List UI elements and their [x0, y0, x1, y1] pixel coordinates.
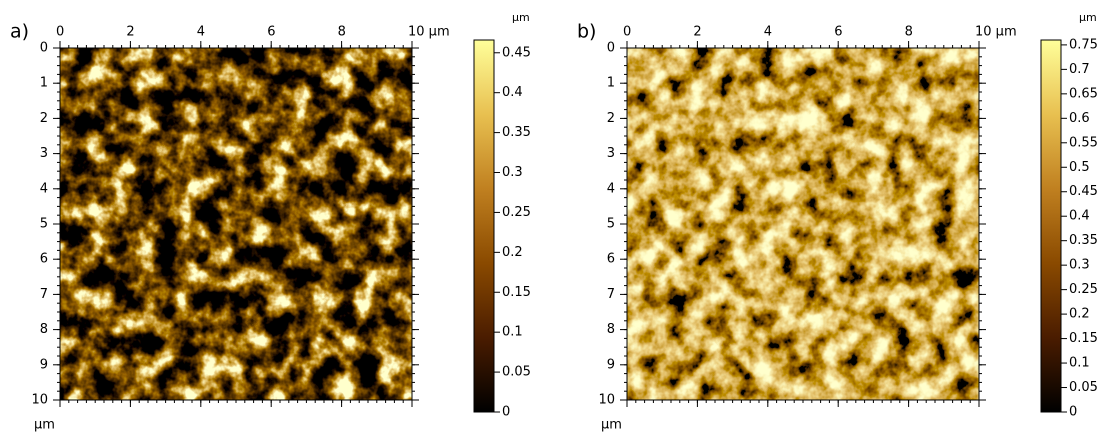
- colorbar-tick-label: 0.55: [1069, 135, 1098, 150]
- x-tick-label: 0: [56, 25, 64, 40]
- y-tick-label: 1: [607, 76, 615, 91]
- y-tick-label: 4: [40, 181, 48, 196]
- colorbar-tick-label: 0.35: [502, 125, 531, 140]
- y-unit: μm: [34, 418, 55, 433]
- x-tick-label: 10 μm: [408, 25, 450, 40]
- y-tick-label: 0: [607, 41, 615, 56]
- x-tick-label: 6: [267, 25, 275, 40]
- afm-image: [60, 48, 412, 400]
- x-tick-label: 2: [126, 25, 134, 40]
- y-tick-label: 10: [31, 393, 48, 408]
- y-tick-label: 3: [40, 146, 48, 161]
- x-tick-label: 2: [693, 25, 701, 40]
- x-tick-label: 10 μm: [975, 25, 1017, 40]
- x-tick-label: 8: [338, 25, 346, 40]
- colorbar-tick-label: 0.2: [1069, 307, 1090, 322]
- colorbar-tick-label: 0.1: [502, 325, 523, 340]
- afm-image: [627, 48, 979, 400]
- colorbar-tick-label: 0.4: [502, 85, 523, 100]
- colorbar-tick-label: 0.3: [1069, 258, 1090, 273]
- colorbar-tick-label: 0.25: [502, 205, 531, 220]
- colorbar-tick-label: 0.75: [1069, 37, 1098, 52]
- colorbar-tick-label: 0.45: [502, 45, 531, 60]
- x-tick-label: 8: [905, 25, 913, 40]
- colorbar-tick-label: 0.6: [1069, 111, 1090, 126]
- y-unit: μm: [601, 418, 622, 433]
- colorbar: [473, 39, 495, 413]
- x-tick-label: 6: [834, 25, 842, 40]
- colorbar-tick-label: 0.5: [1069, 160, 1090, 175]
- colorbar-tick-label: 0.05: [1069, 380, 1098, 395]
- colorbar-tick-label: 0: [1069, 405, 1077, 420]
- y-tick-label: 6: [607, 252, 615, 267]
- y-tick-label: 1: [40, 76, 48, 91]
- colorbar: [1040, 39, 1062, 413]
- y-tick-label: 2: [40, 111, 48, 126]
- colorbar-tick-label: 0.35: [1069, 233, 1098, 248]
- y-tick-label: 0: [40, 41, 48, 56]
- y-tick-label: 9: [607, 357, 615, 372]
- panel-label: b): [577, 21, 596, 43]
- colorbar-tick-label: 0.4: [1069, 209, 1090, 224]
- colorbar-unit: μm: [1079, 11, 1097, 24]
- colorbar-tick-label: 0.3: [502, 165, 523, 180]
- y-tick-label: 2: [607, 111, 615, 126]
- colorbar-tick-label: 0.65: [1069, 86, 1098, 101]
- y-tick-label: 8: [40, 322, 48, 337]
- y-tick-label: 6: [40, 252, 48, 267]
- x-tick-label: 4: [764, 25, 772, 40]
- colorbar-tick-label: 0.05: [502, 365, 531, 380]
- colorbar-tick-label: 0.25: [1069, 282, 1098, 297]
- y-tick-label: 7: [607, 287, 615, 302]
- colorbar-tick-label: 0.2: [502, 245, 523, 260]
- colorbar-tick-label: 0.7: [1069, 62, 1090, 77]
- x-tick-label: 4: [197, 25, 205, 40]
- y-tick-label: 7: [40, 287, 48, 302]
- y-tick-label: 8: [607, 322, 615, 337]
- colorbar-tick-label: 0.15: [1069, 331, 1098, 346]
- y-tick-label: 9: [40, 357, 48, 372]
- colorbar-tick-label: 0: [502, 405, 510, 420]
- y-tick-label: 5: [40, 217, 48, 232]
- y-tick-label: 3: [607, 146, 615, 161]
- colorbar-tick-label: 0.15: [502, 285, 531, 300]
- colorbar-unit: μm: [512, 11, 530, 24]
- panel-label: a): [10, 21, 29, 43]
- x-tick-label: 0: [623, 25, 631, 40]
- colorbar-tick-label: 0.45: [1069, 184, 1098, 199]
- y-tick-label: 5: [607, 217, 615, 232]
- y-tick-label: 4: [607, 181, 615, 196]
- colorbar-tick-label: 0.1: [1069, 356, 1090, 371]
- y-tick-label: 10: [598, 393, 615, 408]
